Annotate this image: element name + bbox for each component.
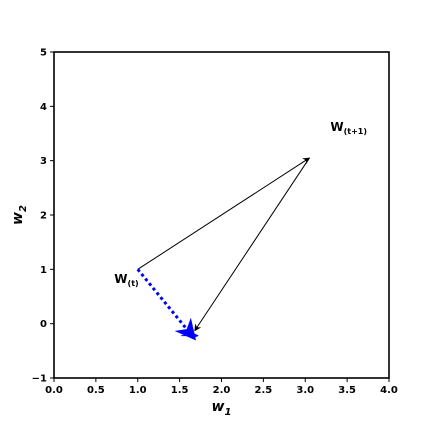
annotation-1: W(t) <box>114 272 138 288</box>
x-axis-label: w1 <box>212 399 232 418</box>
x-tick-label: 2.0 <box>213 385 231 396</box>
y-tick-label: 5 <box>40 48 47 59</box>
y-tick-label: 3 <box>40 156 47 167</box>
y-tick-label: 1 <box>40 265 47 276</box>
x-tick-label: 3.0 <box>296 385 314 396</box>
y-tick-label: 4 <box>40 102 47 113</box>
labels: w1 w2 W(t) W(t+1) <box>10 120 367 418</box>
y-axis-label-sub: 2 <box>18 205 29 212</box>
x-tick-label: 2.5 <box>255 385 273 396</box>
arrow-3 <box>136 268 197 341</box>
y-tick-label: 0 <box>40 319 47 330</box>
x-tick-label: 1.0 <box>129 385 147 396</box>
arrow-1 <box>137 157 311 270</box>
arrow-2 <box>194 157 310 332</box>
annotation-2: W(t+1) <box>330 120 367 136</box>
x-tick-label: 4.0 <box>380 385 398 396</box>
plot-area <box>136 157 311 341</box>
y-tick-label: 2 <box>40 211 47 222</box>
y-tick-label: −1 <box>32 374 47 385</box>
x-tick-label: 0.5 <box>87 385 105 396</box>
x-tick-label: 0.0 <box>45 385 63 396</box>
x-tick-label: 3.5 <box>338 385 356 396</box>
x-axis-label-sub: 1 <box>224 407 231 418</box>
annotation-1-sub: (t) <box>128 279 139 288</box>
x-tick-label: 1.5 <box>171 385 189 396</box>
axes: 0.0 0.5 1.0 1.5 2.0 2.5 3.0 3.5 4.0 −1 0 1 2 3 4 5 <box>32 48 398 397</box>
y-axis-label: w2 <box>10 205 29 225</box>
annotation-2-sub: (t+1) <box>344 127 367 136</box>
